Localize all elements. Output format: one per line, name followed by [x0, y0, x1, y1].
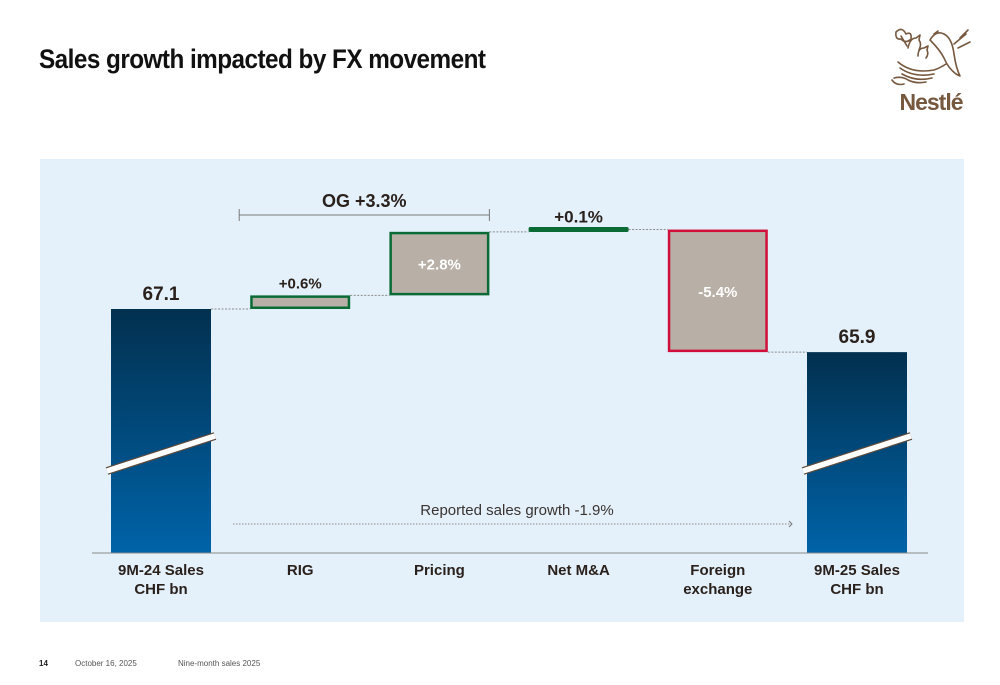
og-annotation-label: OG +3.3%: [322, 191, 407, 211]
x-tick-label-line: exchange: [683, 581, 752, 598]
x-tick-label-line: Foreign: [690, 562, 745, 579]
data-label: +2.8%: [418, 257, 461, 274]
waterfall-chart: OG +3.3% Reported sales growth -1.9% 67.1…: [40, 159, 964, 622]
x-tick-label-line: 9M-24 Sales: [118, 562, 204, 579]
x-tick-label: Foreign exchange: [683, 562, 752, 598]
data-label: 67.1: [143, 284, 180, 305]
delta-bar: [528, 227, 629, 233]
delta-bar: [389, 231, 490, 296]
x-tick-label-line: Pricing: [414, 562, 465, 579]
x-tick-label: Pricing: [414, 562, 465, 579]
data-label: 65.9: [839, 327, 876, 348]
data-label: -5.4%: [698, 284, 737, 301]
delta-bar: [250, 295, 351, 310]
data-label: +0.6%: [279, 275, 322, 292]
x-tick-label: 9M-25 Sales CHF bn: [814, 562, 900, 598]
page-number: 14: [39, 659, 48, 668]
nest-birds-icon: [891, 28, 971, 86]
delta-bar: [667, 229, 768, 353]
x-tick-label-line: 9M-25 Sales: [814, 562, 900, 579]
arrow-head-icon: [788, 520, 793, 528]
x-tick-label-line: CHF bn: [830, 581, 883, 598]
reported-growth-label: Reported sales growth -1.9%: [420, 502, 613, 519]
x-tick-label-line: RIG: [287, 562, 314, 579]
x-tick-label-line: Net M&A: [547, 562, 610, 579]
brand-wordmark: Nestlé: [899, 89, 962, 114]
x-tick-label-line: CHF bn: [134, 581, 187, 598]
nestle-logo: Nestlé: [891, 28, 971, 114]
slide-title: Sales growth impacted by FX movement: [39, 44, 486, 74]
data-label: +0.1%: [554, 208, 603, 227]
footer-deck-title: Nine-month sales 2025: [178, 659, 261, 668]
x-tick-label: Net M&A: [547, 562, 610, 579]
x-tick-label: 9M-24 Sales CHF bn: [118, 562, 204, 598]
axis-break-mark-inner: [106, 433, 216, 474]
chart-canvas: OG +3.3% Reported sales growth -1.9% 67.1…: [92, 191, 928, 598]
footer-date: October 16, 2025: [75, 659, 137, 668]
total-bar: [111, 309, 211, 553]
axis-break-mark-inner: [802, 433, 912, 474]
x-tick-label: RIG: [287, 562, 314, 579]
